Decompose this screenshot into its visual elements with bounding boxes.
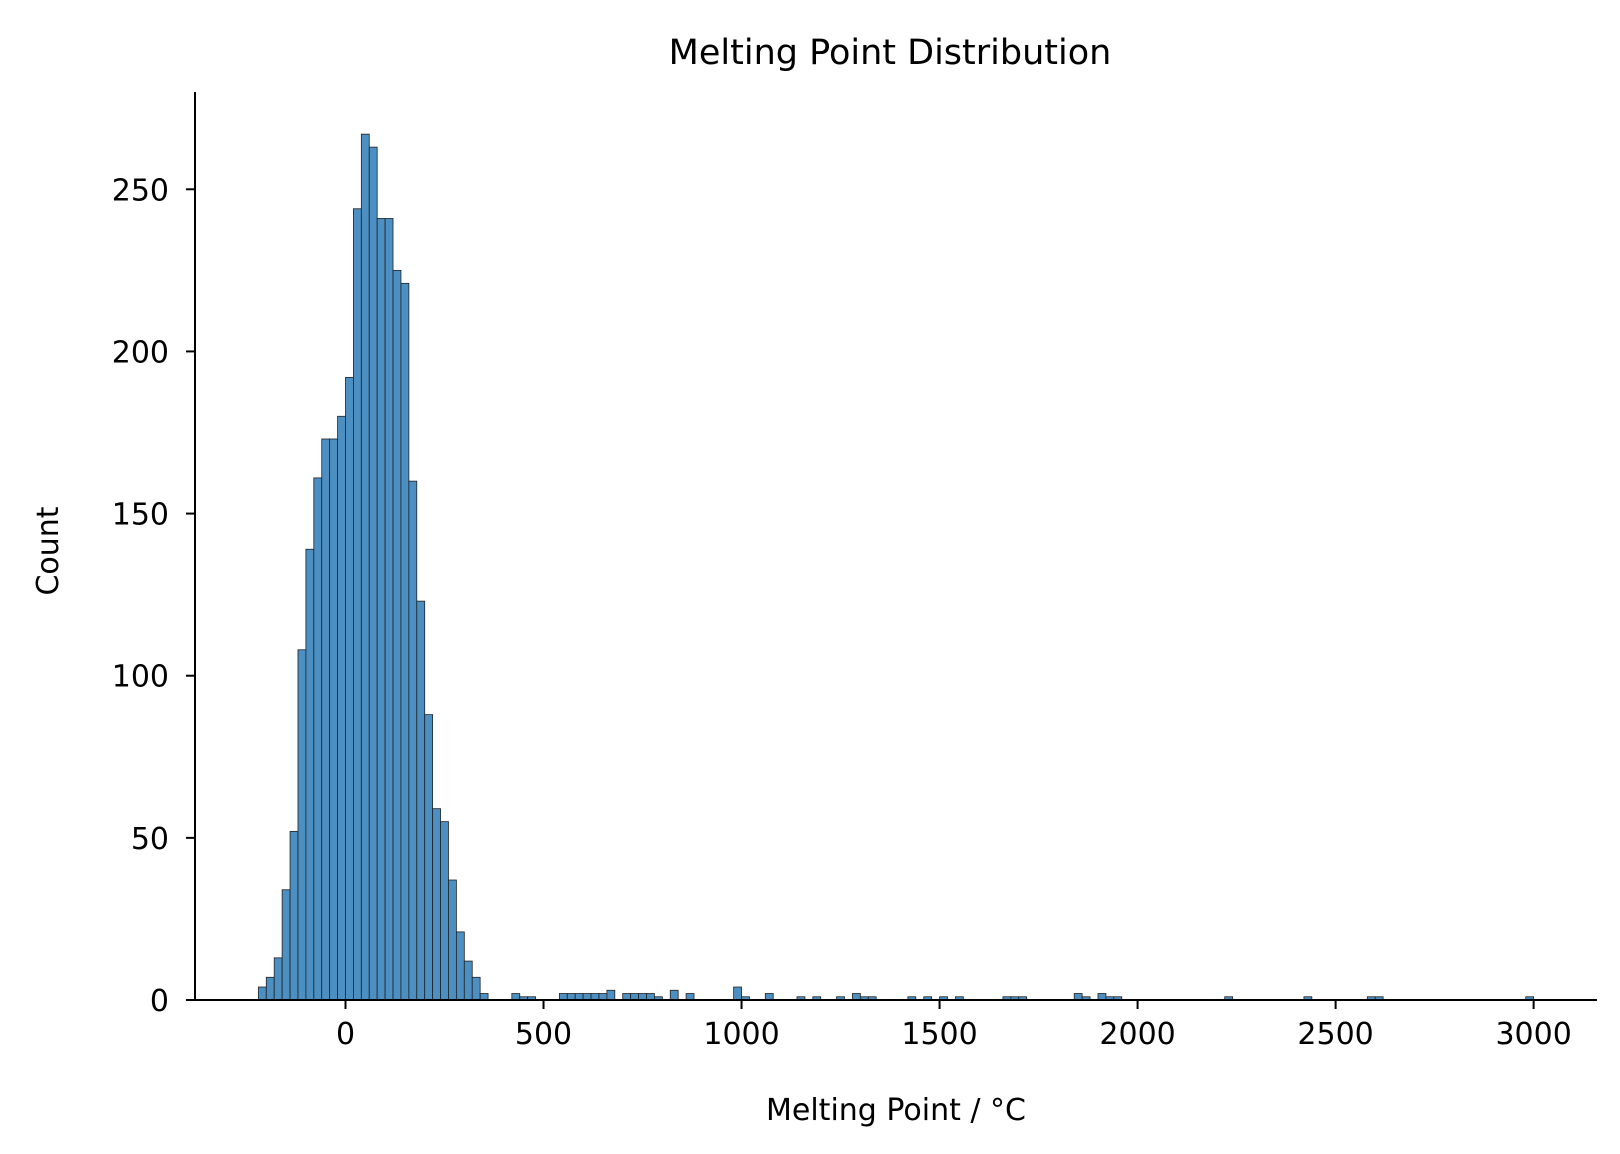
histogram-bar [257, 986, 267, 1001]
histogram-bar [345, 376, 354, 1001]
x-axis-label: Melting Point / °C [766, 1093, 1026, 1128]
histogram-bar [353, 208, 362, 1001]
y-tick-label: 100 [112, 660, 169, 695]
histogram-bar [321, 438, 331, 1001]
histogram-bar [265, 976, 275, 1001]
histogram-bar [360, 133, 370, 1001]
x-tick-label: 1000 [703, 1017, 779, 1052]
y-tick-label: 150 [112, 498, 169, 533]
histogram-bar [313, 477, 323, 1001]
histogram-bar [384, 218, 394, 1001]
chart-title: Melting Point Distribution [669, 33, 1112, 73]
y-tick-label: 200 [112, 335, 169, 370]
histogram-bar [471, 976, 481, 1001]
x-axis-ticks: 0 500 1000 1500 2000 2500 3000 [336, 1000, 1572, 1052]
histogram-bar [376, 218, 386, 1001]
x-tick-label: 1500 [901, 1017, 977, 1052]
x-tick-label: 3000 [1495, 1017, 1571, 1052]
histogram-bar [424, 714, 434, 1001]
y-axis-ticks: 0 50 100 150 200 250 [112, 173, 195, 1019]
histogram-bar [432, 808, 441, 1001]
histogram-bar [733, 986, 742, 1001]
histogram-bar [368, 146, 378, 1001]
histogram-bar [297, 649, 307, 1001]
histogram-bars [257, 133, 1535, 1001]
histogram-bar [606, 989, 616, 1001]
y-tick-label: 50 [131, 822, 169, 857]
histogram-bar [455, 931, 465, 1001]
histogram-bar [440, 821, 449, 1001]
histogram-bar [305, 548, 315, 1001]
histogram-bar [273, 957, 283, 1001]
histogram-bar [408, 480, 418, 1001]
histogram-bar [416, 600, 426, 1001]
histogram-bar [329, 438, 338, 1001]
histogram-bar [400, 282, 410, 1001]
x-tick-label: 2000 [1099, 1017, 1175, 1052]
histogram-bar [463, 960, 473, 1001]
histogram-bar [669, 989, 679, 1001]
histogram-bar [289, 830, 299, 1001]
histogram-bar [392, 269, 402, 1001]
x-tick-label: 500 [515, 1017, 572, 1052]
histogram-bar [281, 889, 291, 1001]
y-tick-label: 0 [150, 984, 169, 1019]
y-axis-label: Count [31, 506, 66, 595]
x-tick-label: 2500 [1297, 1017, 1373, 1052]
histogram-bar [337, 415, 346, 1001]
x-tick-label: 0 [336, 1017, 355, 1052]
y-tick-label: 250 [112, 173, 169, 208]
histogram-bar [448, 879, 457, 1001]
